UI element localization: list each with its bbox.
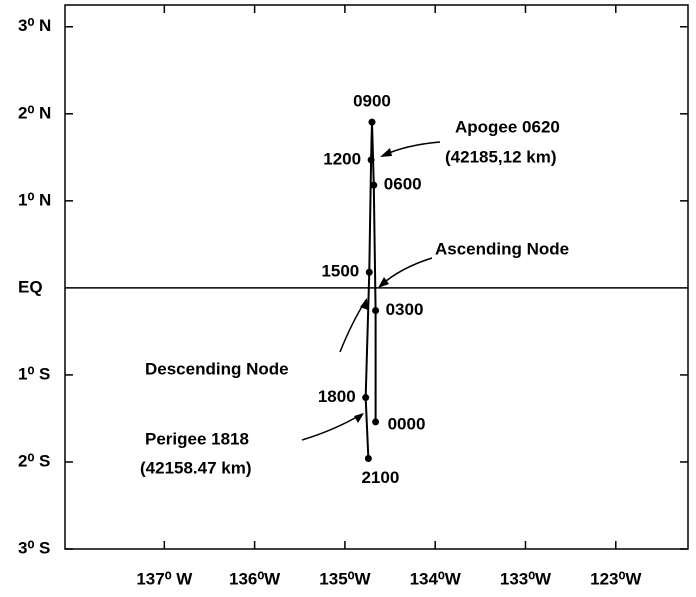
- time-label: 0300: [386, 300, 424, 319]
- x-tick-label: 134⁰W: [410, 569, 462, 588]
- time-label: 1500: [321, 262, 359, 281]
- arrow-head: [380, 148, 392, 157]
- x-tick-label: 137⁰ W: [136, 569, 193, 588]
- arrow: [379, 257, 433, 287]
- arrow-heads: [354, 148, 392, 423]
- annotation: Descending Node: [145, 359, 289, 378]
- x-tick-label: 123⁰W: [590, 569, 642, 588]
- time-label: 1200: [323, 149, 361, 168]
- time-label: 0000: [388, 414, 426, 433]
- y-tick-label: 2⁰ N: [18, 103, 51, 122]
- y-tick-label: 1⁰ S: [18, 364, 50, 383]
- y-tick-label: 3⁰ S: [18, 538, 50, 557]
- arrow-head: [378, 277, 389, 288]
- arrow: [339, 299, 367, 353]
- time-label: 0900: [353, 92, 391, 111]
- track-point: [362, 394, 370, 402]
- annotation: (42185,12 km): [445, 147, 557, 166]
- arrow-head: [360, 298, 368, 310]
- annotation: Ascending Node: [435, 239, 569, 258]
- track-point: [368, 118, 376, 126]
- plot-frame: [64, 4, 689, 550]
- track-point: [370, 181, 378, 189]
- y-tick-label: 1⁰ N: [18, 190, 51, 209]
- time-label: 0600: [384, 175, 422, 194]
- x-tick-label: 136⁰W: [229, 569, 281, 588]
- track-point: [364, 454, 372, 462]
- annotation: (42158.47 km): [140, 458, 252, 477]
- y-tick-label: 2⁰ S: [18, 451, 50, 470]
- ground-track: [364, 122, 377, 459]
- y-tick-label: EQ: [18, 277, 43, 296]
- track-point: [372, 307, 380, 315]
- y-tick-label: 3⁰ N: [18, 16, 51, 35]
- time-label: 2100: [361, 468, 399, 487]
- track-point: [372, 418, 380, 426]
- annotation: Perigee 1818: [145, 429, 249, 448]
- x-tick-label: 135⁰W: [319, 569, 371, 588]
- annotation: Apogee 0620: [455, 117, 560, 136]
- arrow-head: [354, 413, 364, 423]
- x-tick-label: 133⁰W: [500, 569, 552, 588]
- track-point: [365, 268, 373, 276]
- time-label: 1800: [318, 387, 356, 406]
- track-point: [367, 156, 375, 164]
- arrow: [301, 413, 363, 441]
